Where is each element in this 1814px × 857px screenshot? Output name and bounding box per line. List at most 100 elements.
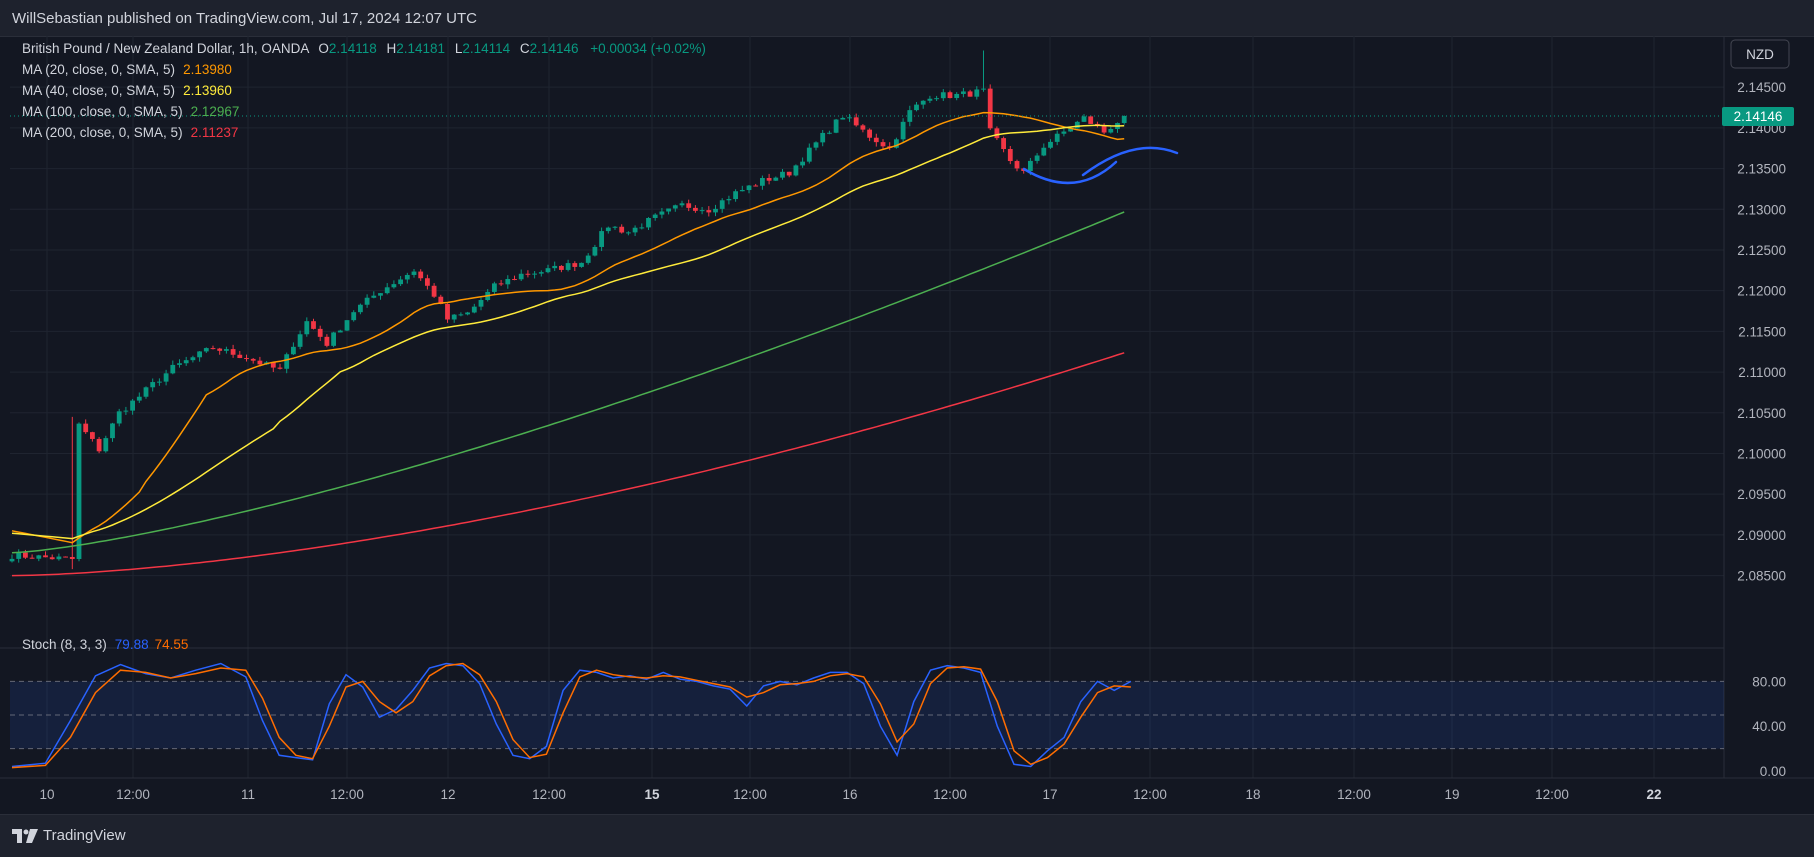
candle bbox=[947, 90, 953, 99]
candle bbox=[873, 133, 879, 147]
candle bbox=[90, 431, 95, 442]
ma200-legend-value: 2.11237 bbox=[191, 125, 239, 140]
ma20-legend: MA (20, close, 0, SMA, 5) 2.13980 bbox=[22, 62, 232, 77]
candles bbox=[9, 50, 1127, 570]
candle bbox=[492, 281, 497, 296]
stoch-axis[interactable]: 80.00 40.00 0.00 bbox=[1752, 674, 1786, 779]
time-axis[interactable]: 10 12:00 11 12:00 12 12:00 15 12:00 16 12:00 17 12:… bbox=[39, 787, 1661, 802]
candle bbox=[579, 262, 584, 268]
candle bbox=[76, 422, 82, 562]
candle bbox=[351, 310, 357, 322]
time-tick-label: 16 bbox=[842, 787, 857, 802]
publish-header: WillSebastian published on TradingView.c… bbox=[0, 0, 1814, 37]
annotation-arc-bottom bbox=[1022, 160, 1118, 185]
ma100-legend: MA (100, close, 0, SMA, 5) 2.12967 bbox=[22, 104, 239, 119]
candle bbox=[337, 329, 343, 333]
price-axis[interactable]: 2.145002.140002.135002.130002.125002.120… bbox=[1737, 80, 1786, 583]
currency-unit-button[interactable]: NZD bbox=[1730, 39, 1790, 69]
time-tick-label: 12:00 bbox=[330, 787, 364, 802]
candle bbox=[36, 554, 42, 562]
candle bbox=[1115, 122, 1120, 133]
candle bbox=[110, 422, 115, 442]
tradingview-brand: TradingView bbox=[43, 827, 126, 844]
candle bbox=[760, 175, 765, 190]
candle bbox=[867, 128, 872, 142]
candle bbox=[1054, 130, 1060, 146]
candle bbox=[806, 143, 812, 164]
time-tick-label: 12:00 bbox=[1535, 787, 1569, 802]
candle bbox=[853, 113, 859, 127]
candle bbox=[666, 208, 671, 215]
candle bbox=[384, 283, 390, 295]
price-tick-label: 2.10500 bbox=[1737, 406, 1786, 421]
candle bbox=[512, 275, 517, 281]
tradingview-logo[interactable]: TradingView bbox=[12, 827, 126, 844]
candle bbox=[827, 130, 832, 135]
candle bbox=[451, 314, 457, 323]
time-tick-label: 22 bbox=[1646, 787, 1661, 802]
candle bbox=[130, 398, 135, 415]
time-tick-label: 18 bbox=[1245, 787, 1260, 802]
ohlc-o-label: O bbox=[318, 41, 329, 56]
candle bbox=[1001, 136, 1006, 153]
candle bbox=[880, 139, 886, 150]
candle bbox=[83, 419, 89, 434]
price-tick-label: 2.09500 bbox=[1737, 487, 1786, 502]
candle bbox=[518, 269, 524, 282]
candle bbox=[820, 129, 826, 147]
candle bbox=[317, 325, 323, 341]
time-tick-label: 12:00 bbox=[532, 787, 566, 802]
candle bbox=[404, 272, 410, 284]
ohlc-h-label: H bbox=[387, 41, 397, 56]
candle bbox=[639, 223, 645, 230]
candle bbox=[572, 261, 578, 271]
candle bbox=[934, 95, 939, 101]
candle bbox=[69, 416, 75, 570]
candle bbox=[954, 92, 960, 101]
currency-unit-label: NZD bbox=[1746, 47, 1774, 62]
candle bbox=[1034, 153, 1040, 164]
candle bbox=[626, 231, 631, 236]
symbol-row: British Pound / New Zealand Dollar, 1h, … bbox=[22, 41, 706, 56]
candle bbox=[250, 357, 256, 364]
time-tick-label: 12:00 bbox=[116, 787, 150, 802]
candle bbox=[217, 347, 223, 355]
candle bbox=[1121, 115, 1127, 125]
candle bbox=[565, 259, 571, 272]
candle bbox=[170, 360, 176, 375]
candle bbox=[525, 270, 531, 278]
candle bbox=[1088, 115, 1094, 124]
candle bbox=[961, 88, 966, 98]
candle bbox=[203, 347, 209, 353]
candle bbox=[981, 50, 986, 92]
candle bbox=[471, 303, 477, 314]
price-tick-label: 2.11500 bbox=[1738, 324, 1786, 339]
candle bbox=[766, 173, 772, 185]
candle bbox=[344, 320, 350, 332]
candle bbox=[793, 164, 799, 177]
candle bbox=[585, 253, 591, 265]
chart-area[interactable]: 2.145002.140002.135002.130002.125002.120… bbox=[0, 36, 1814, 814]
candle bbox=[304, 317, 310, 337]
ma-line-200 bbox=[11, 352, 1125, 577]
stoch-tick-label: 40.00 bbox=[1752, 719, 1786, 734]
candle bbox=[659, 207, 665, 219]
candle bbox=[478, 297, 484, 311]
candle bbox=[800, 157, 805, 168]
ohlc-o-value: 2.14118 bbox=[329, 41, 377, 56]
candle bbox=[237, 350, 243, 359]
symbol-name: British Pound / New Zealand Dollar, 1h, … bbox=[22, 41, 309, 56]
candle bbox=[418, 269, 424, 281]
candle bbox=[1048, 139, 1053, 149]
legend: British Pound / New Zealand Dollar, 1h, … bbox=[22, 41, 706, 652]
symbol-change: +0.00034 (+0.02%) bbox=[590, 41, 706, 56]
candle bbox=[224, 346, 229, 354]
time-tick-label: 10 bbox=[39, 787, 54, 802]
price-tick-label: 2.13000 bbox=[1737, 202, 1786, 217]
candle bbox=[987, 84, 993, 131]
candle bbox=[177, 359, 182, 368]
candle bbox=[183, 356, 189, 366]
candle bbox=[1061, 128, 1067, 137]
candle bbox=[686, 199, 692, 212]
candle bbox=[940, 89, 946, 101]
